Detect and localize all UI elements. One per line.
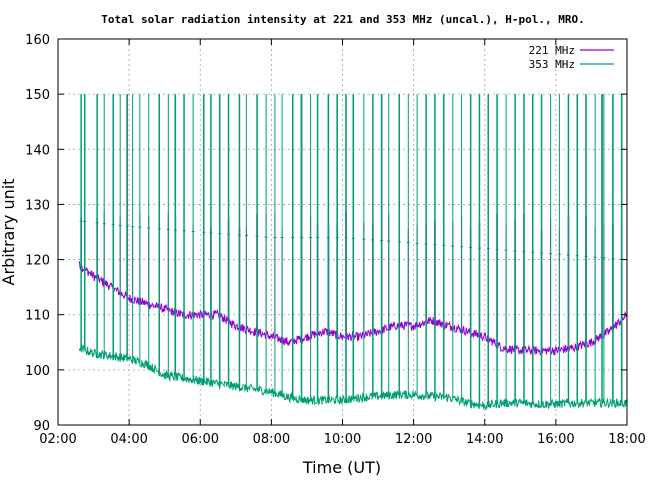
y-tick-label: 90 (33, 419, 50, 434)
x-tick-label: 06:00 (182, 432, 219, 447)
series-353-line (78, 94, 628, 411)
series-group (78, 94, 628, 411)
y-tick-label: 150 (25, 88, 50, 103)
x-tick-label: 12:00 (395, 432, 432, 447)
x-tick-label: 18:00 (608, 432, 645, 447)
x-tick-label: 04:00 (110, 432, 147, 447)
legend-label-221: 221 MHz (529, 44, 575, 57)
x-tick-label: 16:00 (537, 432, 574, 447)
y-tick-label: 140 (25, 143, 50, 158)
ticks: 90 100 110 120 130 140 150 160 02:00 04:00 06:00 08… (25, 33, 646, 447)
x-tick-label: 10:00 (324, 432, 361, 447)
grid (58, 39, 627, 425)
y-tick-label: 160 (25, 33, 50, 48)
y-axis-label: Arbitrary unit (0, 179, 18, 286)
y-tick-label: 130 (25, 198, 50, 213)
y-tick-label: 100 (25, 364, 50, 379)
x-tick-label: 14:00 (466, 432, 503, 447)
y-tick-label: 120 (25, 254, 50, 269)
y-tick-label: 110 (25, 309, 50, 324)
legend-label-353: 353 MHz (529, 58, 575, 71)
legend: 221 MHz 353 MHz (529, 44, 614, 71)
chart-title: Total solar radiation intensity at 221 a… (101, 13, 584, 26)
x-axis-label: Time (UT) (302, 458, 381, 477)
x-tick-label: 08:00 (253, 432, 290, 447)
x-tick-label: 02:00 (39, 432, 76, 447)
